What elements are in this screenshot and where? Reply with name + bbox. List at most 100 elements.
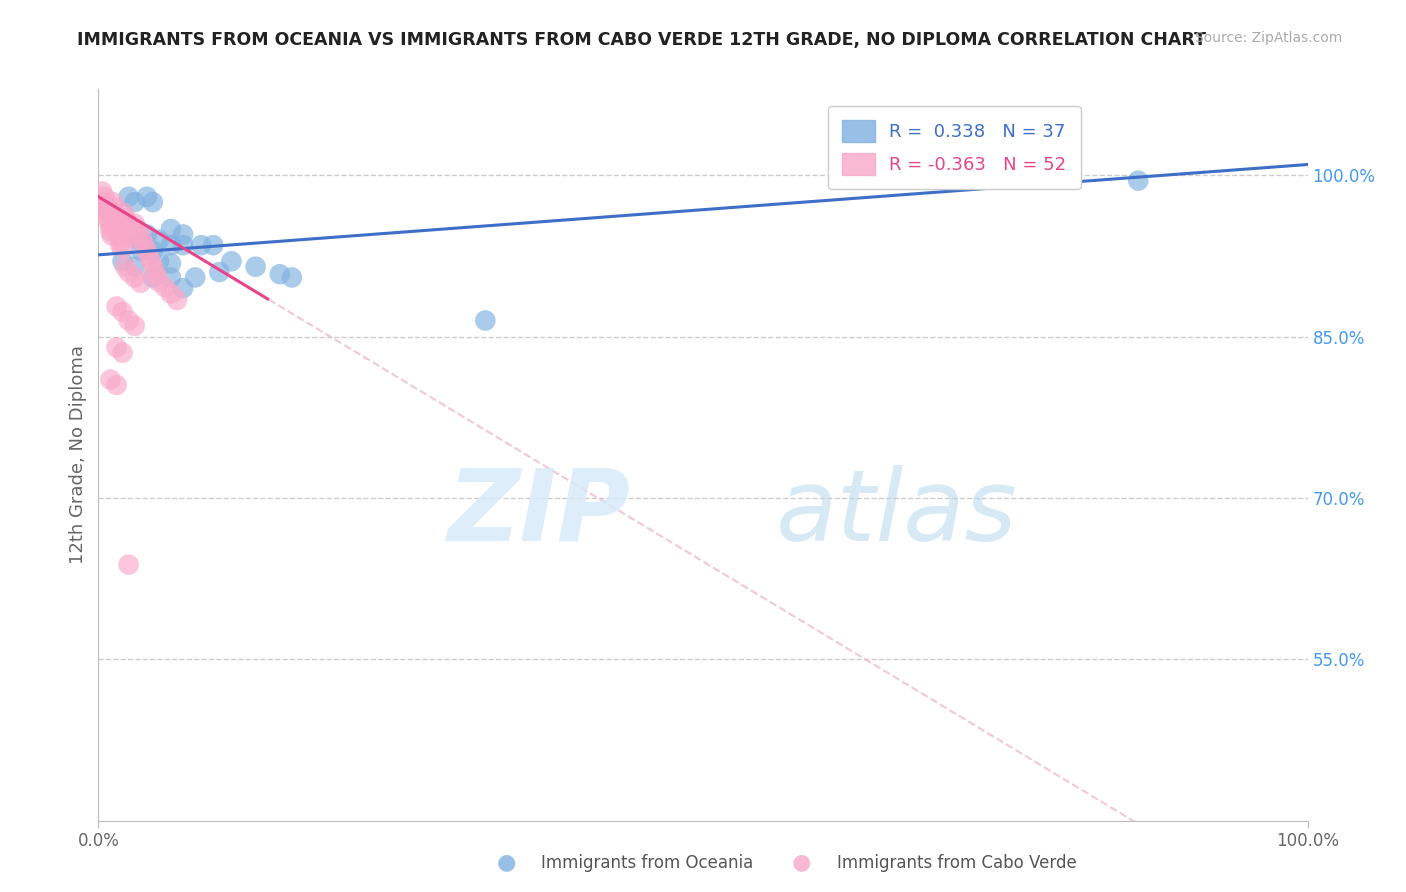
Point [107, 217, 129, 231]
Point [94, 198, 117, 212]
Point [135, 244, 157, 258]
Point [135, 227, 157, 242]
Point [135, 190, 157, 204]
Point [108, 227, 131, 242]
Point [107, 222, 129, 236]
Point [160, 286, 183, 301]
Point [118, 190, 141, 204]
Point [105, 378, 128, 392]
Point [129, 276, 152, 290]
Point [1128, 174, 1150, 188]
Point [124, 227, 146, 242]
Point [124, 195, 146, 210]
Legend: R =  0.338   N = 37, R = -0.363   N = 52: R = 0.338 N = 37, R = -0.363 N = 52 [828, 105, 1081, 189]
Point [148, 233, 170, 247]
Point [108, 238, 131, 252]
Point [93, 201, 115, 215]
Text: ●: ● [792, 853, 811, 872]
Point [190, 238, 212, 252]
Point [184, 270, 207, 285]
Text: ●: ● [496, 853, 516, 872]
Point [100, 228, 122, 243]
Point [118, 265, 141, 279]
Point [118, 222, 141, 236]
Point [202, 238, 225, 252]
Point [105, 211, 128, 226]
Point [100, 373, 122, 387]
Point [160, 270, 183, 285]
Point [127, 222, 149, 236]
Point [172, 238, 194, 252]
Point [474, 313, 496, 327]
Point [118, 558, 141, 572]
Point [118, 227, 141, 241]
Text: ZIP: ZIP [447, 465, 630, 562]
Point [160, 256, 183, 270]
Point [131, 233, 153, 247]
Point [208, 265, 231, 279]
Point [100, 219, 122, 234]
Point [281, 270, 304, 285]
Point [124, 270, 146, 285]
Point [108, 233, 131, 247]
Text: IMMIGRANTS FROM OCEANIA VS IMMIGRANTS FROM CABO VERDE 12TH GRADE, NO DIPLOMA COR: IMMIGRANTS FROM OCEANIA VS IMMIGRANTS FR… [77, 31, 1206, 49]
Point [245, 260, 267, 274]
Point [124, 318, 146, 333]
Text: Source: ZipAtlas.com: Source: ZipAtlas.com [1195, 31, 1343, 45]
Point [148, 254, 170, 268]
Point [114, 211, 136, 226]
Point [101, 195, 124, 210]
Point [129, 244, 152, 258]
Point [129, 233, 152, 247]
Point [117, 214, 139, 228]
Point [160, 238, 183, 252]
Point [120, 230, 142, 244]
Point [105, 300, 128, 314]
Point [118, 313, 141, 327]
Point [141, 255, 163, 269]
Text: atlas: atlas [776, 465, 1017, 562]
Point [91, 185, 114, 199]
Point [145, 268, 167, 283]
Point [118, 219, 141, 234]
Point [105, 211, 128, 226]
Point [138, 250, 160, 264]
Point [112, 206, 135, 220]
Point [97, 207, 120, 221]
Point [111, 305, 134, 319]
Point [172, 227, 194, 242]
Point [93, 190, 115, 204]
Point [111, 254, 134, 268]
Point [143, 261, 166, 276]
Point [100, 206, 122, 220]
Point [96, 202, 118, 217]
Point [142, 244, 165, 258]
Point [269, 267, 291, 281]
Text: Immigrants from Cabo Verde: Immigrants from Cabo Verde [837, 854, 1077, 871]
Point [124, 260, 146, 274]
Point [111, 217, 134, 231]
Point [153, 280, 176, 294]
Point [105, 340, 128, 354]
Point [104, 206, 127, 220]
Point [114, 260, 136, 274]
Point [148, 275, 170, 289]
Point [97, 211, 120, 226]
Point [221, 254, 243, 268]
Point [111, 345, 134, 359]
Point [160, 222, 183, 236]
Y-axis label: 12th Grade, No Diploma: 12th Grade, No Diploma [69, 345, 87, 565]
Point [103, 201, 125, 215]
Text: Immigrants from Oceania: Immigrants from Oceania [541, 854, 754, 871]
Point [128, 227, 150, 242]
Point [98, 216, 121, 230]
Point [172, 281, 194, 295]
Point [166, 293, 188, 307]
Point [100, 224, 122, 238]
Point [142, 195, 165, 210]
Point [93, 195, 115, 210]
Point [111, 241, 134, 255]
Point [897, 162, 920, 177]
Point [124, 217, 146, 231]
Point [142, 270, 165, 285]
